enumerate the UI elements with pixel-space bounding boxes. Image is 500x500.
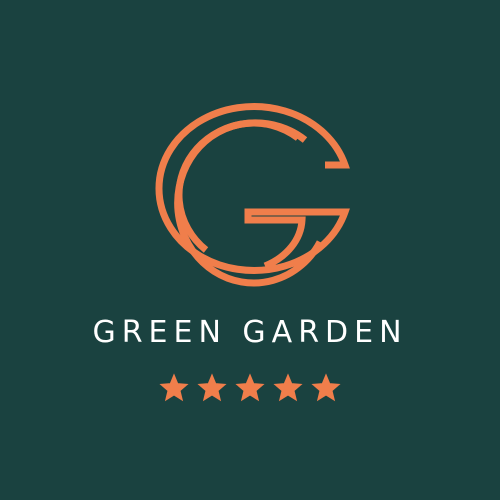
star-icon <box>197 373 227 402</box>
star-icon <box>159 373 189 402</box>
star-icon <box>311 373 341 402</box>
star-icon <box>273 373 303 402</box>
brand-name: GREEN GARDEN <box>92 315 408 350</box>
star-icon <box>235 373 265 402</box>
star-rating <box>0 372 500 404</box>
